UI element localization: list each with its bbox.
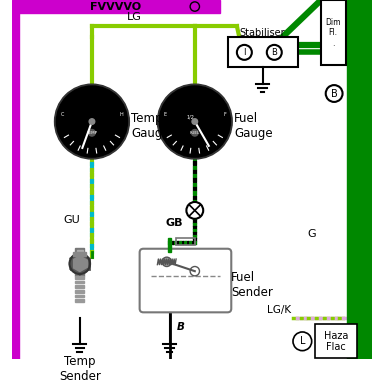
Bar [75, 295, 84, 297]
Text: Haza
Flac: Haza Flac [324, 331, 348, 352]
Text: TEMP: TEMP [86, 131, 98, 135]
Text: Temp
Gauge: Temp Gauge [131, 112, 170, 140]
Text: B: B [177, 322, 185, 332]
Circle shape [56, 86, 127, 157]
Text: H: H [120, 112, 124, 117]
Text: LG/K: LG/K [267, 305, 291, 315]
Circle shape [157, 84, 232, 159]
Bar [75, 299, 84, 302]
Bar [347, 0, 372, 359]
Text: I: I [243, 48, 246, 57]
Circle shape [192, 119, 198, 124]
Bar [176, 238, 195, 245]
Circle shape [186, 202, 203, 219]
Circle shape [293, 332, 312, 351]
Text: Fuel
Gauge: Fuel Gauge [234, 112, 273, 140]
Circle shape [192, 129, 198, 136]
Bar [75, 281, 84, 283]
Text: GU: GU [63, 215, 80, 225]
Circle shape [326, 85, 343, 102]
Circle shape [89, 129, 95, 136]
Circle shape [237, 45, 252, 60]
Bar [19, 0, 220, 13]
Text: Stabiliser: Stabiliser [240, 28, 285, 38]
Bar [75, 248, 84, 276]
Text: Temp
Sender: Temp Sender [59, 355, 101, 383]
Circle shape [162, 257, 171, 266]
Text: Dim
Fl.
.: Dim Fl. . [326, 18, 341, 48]
Bar [75, 276, 84, 279]
Text: Fuel
Sender: Fuel Sender [231, 271, 273, 299]
Text: E: E [163, 112, 166, 117]
Bar [315, 324, 357, 358]
Bar [168, 238, 171, 252]
FancyBboxPatch shape [140, 249, 231, 312]
Text: GB: GB [166, 218, 183, 228]
Circle shape [55, 84, 129, 159]
Circle shape [159, 86, 230, 157]
Circle shape [89, 119, 95, 124]
Text: F: F [223, 112, 226, 117]
Text: B: B [331, 88, 338, 99]
Bar [75, 285, 84, 288]
Text: C: C [60, 112, 64, 117]
Text: L: L [300, 336, 305, 346]
Text: LG: LG [127, 12, 141, 22]
Text: FVVVVO: FVVVVO [90, 2, 141, 12]
Text: 1/2: 1/2 [186, 114, 194, 119]
Text: G: G [307, 229, 316, 239]
Circle shape [267, 45, 282, 60]
Bar [77, 250, 83, 255]
Bar [321, 0, 346, 65]
Bar [75, 290, 84, 293]
Circle shape [70, 253, 90, 274]
Bar [228, 37, 298, 67]
Text: B: B [271, 48, 277, 57]
Text: FUEL: FUEL [190, 131, 200, 135]
Bar [12, 0, 19, 359]
Bar [73, 252, 86, 256]
